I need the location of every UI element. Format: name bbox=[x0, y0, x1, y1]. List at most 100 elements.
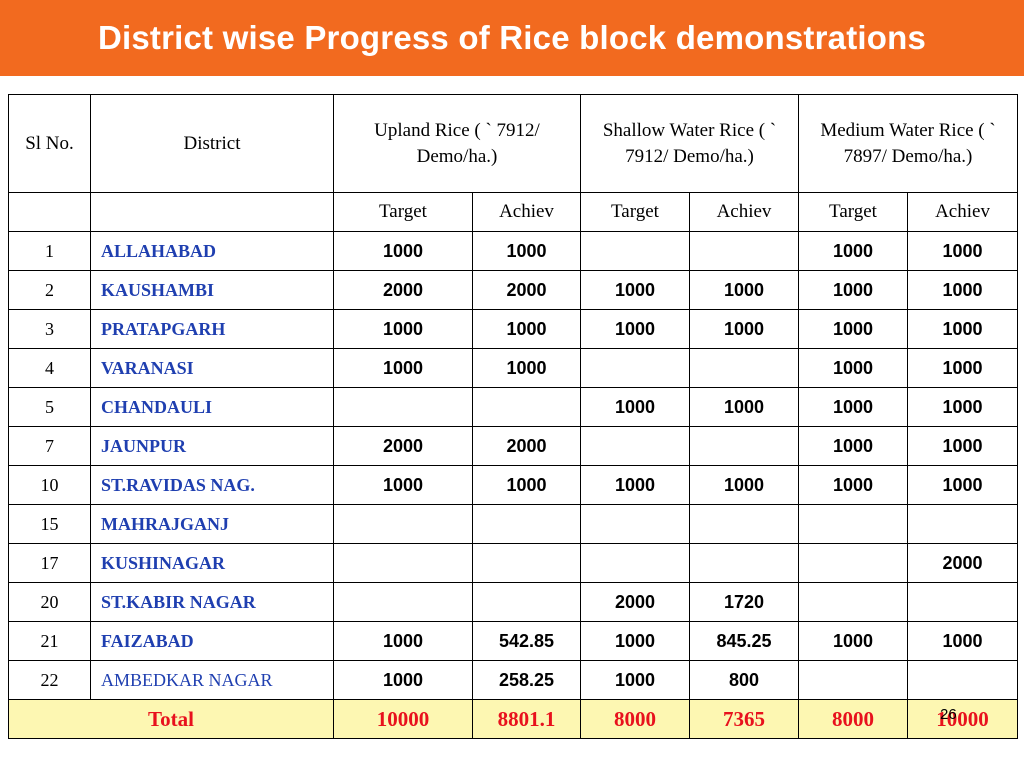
cell-sl: 15 bbox=[8, 504, 91, 544]
cell-district: KAUSHAMBI bbox=[90, 270, 334, 310]
cell-medium-achiev bbox=[907, 582, 1019, 622]
total-row: Total 10000 8801.1 8000 7365 8000 10000 bbox=[8, 699, 1019, 739]
cell-shallow-achiev bbox=[688, 504, 800, 544]
cell-sl: 2 bbox=[8, 270, 91, 310]
cell-medium-achiev: 1000 bbox=[907, 231, 1019, 271]
cell-district: CHANDAULI bbox=[90, 387, 334, 427]
cell-medium-achiev bbox=[907, 660, 1019, 700]
table-row: 15 MAHRAJGANJ bbox=[8, 504, 1019, 544]
cell-shallow-achiev bbox=[688, 543, 800, 583]
table-row: 22 AMBEDKAR NAGAR 1000 258.25 1000 800 bbox=[8, 660, 1019, 700]
cell-medium-achiev: 1000 bbox=[907, 426, 1019, 466]
cell-upland-target bbox=[333, 543, 473, 583]
progress-table-container: Sl No. District Upland Rice ( ` 7912/ De… bbox=[8, 94, 1019, 739]
cell-upland-target bbox=[333, 582, 473, 622]
cell-upland-achiev: 1000 bbox=[472, 231, 581, 271]
page-title: District wise Progress of Rice block dem… bbox=[97, 19, 927, 56]
cell-medium-achiev: 1000 bbox=[907, 348, 1019, 388]
table-row: 21 FAIZABAD 1000 542.85 1000 845.25 1000… bbox=[8, 621, 1019, 661]
header-blank bbox=[8, 192, 91, 232]
header-shallow-water-rice: Shallow Water Rice ( ` 7912/ Demo/ha.) bbox=[579, 94, 800, 193]
table-row: 20 ST.KABIR NAGAR 2000 1720 bbox=[8, 582, 1019, 622]
cell-shallow-achiev: 800 bbox=[688, 660, 800, 700]
table-row: 4 VARANASI 1000 1000 1000 1000 bbox=[8, 348, 1019, 388]
total-label: Total bbox=[8, 699, 334, 739]
cell-upland-target bbox=[333, 387, 473, 427]
cell-upland-achiev: 2000 bbox=[472, 270, 581, 310]
cell-upland-target: 1000 bbox=[333, 621, 473, 661]
cell-medium-target: 1000 bbox=[798, 231, 909, 271]
header-district: District bbox=[90, 94, 334, 193]
table-row: 17 KUSHINAGAR 2000 bbox=[8, 543, 1019, 583]
cell-sl: 5 bbox=[8, 387, 91, 427]
cell-medium-achiev: 1000 bbox=[907, 387, 1019, 427]
cell-upland-achiev bbox=[472, 543, 581, 583]
cell-sl: 7 bbox=[8, 426, 91, 466]
header-medium-target: Target bbox=[798, 192, 909, 232]
cell-shallow-target bbox=[580, 231, 690, 271]
cell-upland-target: 1000 bbox=[333, 465, 473, 505]
cell-shallow-target: 1000 bbox=[580, 387, 690, 427]
cell-medium-target bbox=[798, 582, 909, 622]
cell-district: KUSHINAGAR bbox=[90, 543, 334, 583]
cell-upland-target: 1000 bbox=[333, 660, 473, 700]
cell-medium-achiev: 1000 bbox=[907, 621, 1019, 661]
cell-district: FAIZABAD bbox=[90, 621, 334, 661]
cell-sl: 3 bbox=[8, 309, 91, 349]
cell-shallow-achiev: 1000 bbox=[688, 309, 800, 349]
table-row: 1 ALLAHABAD 1000 1000 1000 1000 bbox=[8, 231, 1019, 271]
header-upland-rice: Upland Rice ( ` 7912/ Demo/ha.) bbox=[333, 94, 581, 193]
cell-shallow-target: 1000 bbox=[580, 465, 690, 505]
cell-shallow-target: 1000 bbox=[580, 270, 690, 310]
cell-upland-achiev: 1000 bbox=[472, 309, 581, 349]
header-row-sub: Target Achiev Target Achiev Target Achie… bbox=[8, 192, 1019, 232]
cell-shallow-achiev bbox=[688, 231, 800, 271]
cell-upland-target: 1000 bbox=[333, 231, 473, 271]
cell-upland-achiev: 2000 bbox=[472, 426, 581, 466]
cell-shallow-achiev: 1000 bbox=[688, 270, 800, 310]
cell-medium-achiev: 1000 bbox=[907, 270, 1019, 310]
total-shallow-achiev: 7365 bbox=[688, 699, 800, 739]
header-upland-achiev: Achiev bbox=[472, 192, 581, 232]
cell-shallow-achiev bbox=[688, 426, 800, 466]
header-blank bbox=[90, 192, 334, 232]
table-body: 1 ALLAHABAD 1000 1000 1000 1000 2 KAUSHA… bbox=[8, 231, 1019, 739]
cell-shallow-achiev: 1000 bbox=[688, 387, 800, 427]
cell-upland-achiev: 542.85 bbox=[472, 621, 581, 661]
cell-upland-target: 1000 bbox=[333, 348, 473, 388]
cell-district: ALLAHABAD bbox=[90, 231, 334, 271]
cell-shallow-target bbox=[580, 426, 690, 466]
cell-upland-target: 2000 bbox=[333, 426, 473, 466]
header-medium-water-rice: Medium Water Rice ( ` 7897/ Demo/ha.) bbox=[798, 94, 1019, 193]
cell-medium-achiev: 1000 bbox=[907, 465, 1019, 505]
progress-table: Sl No. District Upland Rice ( ` 7912/ De… bbox=[8, 94, 1019, 739]
header-shallow-target: Target bbox=[580, 192, 690, 232]
cell-shallow-target bbox=[580, 348, 690, 388]
cell-upland-target: 1000 bbox=[333, 309, 473, 349]
cell-district: ST.KABIR NAGAR bbox=[90, 582, 334, 622]
cell-shallow-achiev: 1720 bbox=[688, 582, 800, 622]
cell-upland-achiev: 258.25 bbox=[472, 660, 581, 700]
header-shallow-achiev: Achiev bbox=[688, 192, 800, 232]
cell-medium-achiev bbox=[907, 504, 1019, 544]
cell-medium-target: 1000 bbox=[798, 309, 909, 349]
cell-medium-target: 1000 bbox=[798, 621, 909, 661]
cell-medium-target: 1000 bbox=[798, 465, 909, 505]
cell-medium-target bbox=[798, 504, 909, 544]
cell-sl: 4 bbox=[8, 348, 91, 388]
header-row-main: Sl No. District Upland Rice ( ` 7912/ De… bbox=[8, 94, 1019, 193]
table-row: 2 KAUSHAMBI 2000 2000 1000 1000 1000 100… bbox=[8, 270, 1019, 310]
total-upland-target: 10000 bbox=[333, 699, 473, 739]
header-upland-target: Target bbox=[333, 192, 473, 232]
cell-medium-target: 1000 bbox=[798, 348, 909, 388]
cell-district: JAUNPUR bbox=[90, 426, 334, 466]
cell-sl: 1 bbox=[8, 231, 91, 271]
cell-sl: 17 bbox=[8, 543, 91, 583]
cell-shallow-achiev bbox=[688, 348, 800, 388]
header-medium-achiev: Achiev bbox=[907, 192, 1019, 232]
cell-upland-target: 2000 bbox=[333, 270, 473, 310]
cell-shallow-achiev: 1000 bbox=[688, 465, 800, 505]
cell-sl: 21 bbox=[8, 621, 91, 661]
total-medium-target: 8000 bbox=[798, 699, 909, 739]
cell-upland-achiev bbox=[472, 387, 581, 427]
